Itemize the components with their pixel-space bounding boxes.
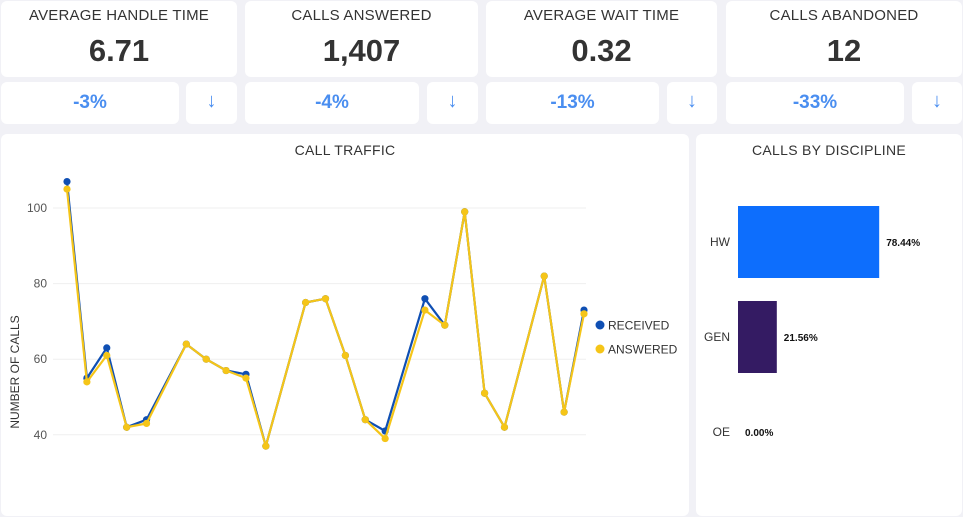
kpi-value: 6.71	[88, 33, 150, 68]
kpi-trend-card: ↓	[186, 82, 237, 124]
arrow-down-icon: ↓	[932, 90, 942, 112]
chart-title: CALL TRAFFIC	[294, 142, 396, 158]
kpi-card-calls-answered: CALLS ANSWERED 1,407	[245, 1, 478, 77]
data-point-answered[interactable]	[222, 366, 230, 375]
data-point-answered[interactable]	[441, 321, 449, 329]
data-point-answered[interactable]	[381, 434, 389, 443]
series-line-answered	[65, 188, 586, 448]
kpi-value: 0.32	[571, 33, 632, 68]
data-point-answered[interactable]	[461, 208, 469, 216]
data-point-answered[interactable]	[262, 442, 270, 450]
kpi-change-percent: -3%	[73, 92, 107, 113]
chart-title: CALLS BY DISCIPLINE	[751, 142, 907, 158]
category-label: OE	[713, 425, 730, 439]
arrow-down-icon: ↓	[447, 90, 458, 112]
data-point-answered[interactable]	[480, 389, 489, 397]
data-point-answered[interactable]	[302, 298, 310, 307]
calls-by-discipline-panel: CALLS BY DISCIPLINE HW 78.44% GEN 21.56% OE 0…	[696, 134, 962, 516]
y-tick-label: 100	[27, 201, 47, 215]
y-tick-label: 60	[34, 352, 48, 366]
kpi-title: AVERAGE HANDLE TIME	[29, 7, 209, 24]
data-point-answered[interactable]	[500, 423, 509, 431]
arrow-down-icon: ↓	[206, 90, 217, 112]
data-point-answered[interactable]	[242, 374, 250, 382]
call-traffic-chart: NUMBER OF CALLS 40 60 80 100 RECEIVED ANSWER…	[8, 177, 678, 450]
kpi-card-calls-abandoned: CALLS ABANDONED 12	[726, 1, 962, 77]
data-point-answered[interactable]	[580, 310, 588, 318]
kpi-card-average-handle-time: AVERAGE HANDLE TIME 6.71	[1, 1, 237, 77]
bar-hw[interactable]	[738, 206, 880, 278]
kpi-change-card: -33%	[726, 82, 904, 124]
bar-value-label: 21.56%	[784, 333, 818, 344]
kpi-trend-card: ↓	[427, 82, 478, 124]
data-point-answered[interactable]	[361, 416, 369, 424]
kpi-trend-card: ↓	[912, 82, 962, 124]
kpi-change-percent: -4%	[315, 92, 349, 113]
call-traffic-panel: CALL TRAFFIC NUMBER OF CALLS 40 60 80 100 R…	[1, 134, 689, 516]
series-line-received	[65, 181, 586, 448]
legend-marker	[595, 320, 605, 330]
y-tick-label: 40	[34, 428, 48, 442]
kpi-title: AVERAGE WAIT TIME	[523, 7, 680, 24]
data-point-received[interactable]	[63, 177, 71, 186]
bar-value-label: 78.44%	[886, 238, 920, 249]
data-point-answered[interactable]	[540, 272, 548, 280]
data-point-received[interactable]	[421, 295, 429, 303]
kpi-title: CALLS ANSWERED	[291, 7, 432, 24]
bar-value-label: 0.00%	[745, 428, 773, 439]
kpi-trend-card: ↓	[667, 82, 717, 124]
legend-label[interactable]: ANSWERED	[608, 343, 678, 357]
discipline-bar-chart: HW 78.44% GEN 21.56% OE 0.00%	[704, 206, 920, 439]
kpi-change-percent: -13%	[550, 92, 595, 113]
arrow-down-icon: ↓	[687, 90, 697, 112]
data-point-answered[interactable]	[182, 340, 190, 348]
kpi-change-percent: -33%	[792, 92, 838, 113]
category-label: HW	[710, 235, 731, 249]
legend-label[interactable]: RECEIVED	[608, 319, 670, 333]
category-label: GEN	[704, 330, 730, 344]
data-point-answered[interactable]	[321, 295, 330, 303]
data-point-answered[interactable]	[202, 355, 210, 363]
data-point-answered[interactable]	[560, 408, 568, 416]
data-point-answered[interactable]	[63, 185, 71, 193]
data-point-answered[interactable]	[341, 351, 349, 360]
data-point-answered[interactable]	[123, 423, 131, 431]
data-point-answered[interactable]	[103, 351, 111, 360]
y-axis-label: NUMBER OF CALLS	[8, 315, 22, 428]
data-point-answered[interactable]	[421, 306, 429, 314]
kpi-change-card: -4%	[245, 82, 419, 124]
legend-marker	[595, 344, 605, 354]
kpi-change-card: -3%	[1, 82, 179, 124]
data-point-answered[interactable]	[142, 419, 151, 428]
kpi-title: CALLS ABANDONED	[769, 7, 919, 24]
data-point-answered[interactable]	[83, 378, 91, 386]
kpi-value: 12	[826, 33, 862, 68]
y-tick-label: 80	[34, 277, 48, 291]
kpi-change-card: -13%	[486, 82, 659, 124]
bar-gen[interactable]	[738, 301, 777, 373]
kpi-value: 1,407	[322, 33, 401, 68]
kpi-card-average-wait-time: AVERAGE WAIT TIME 0.32	[486, 1, 717, 77]
data-point-received[interactable]	[103, 344, 111, 352]
